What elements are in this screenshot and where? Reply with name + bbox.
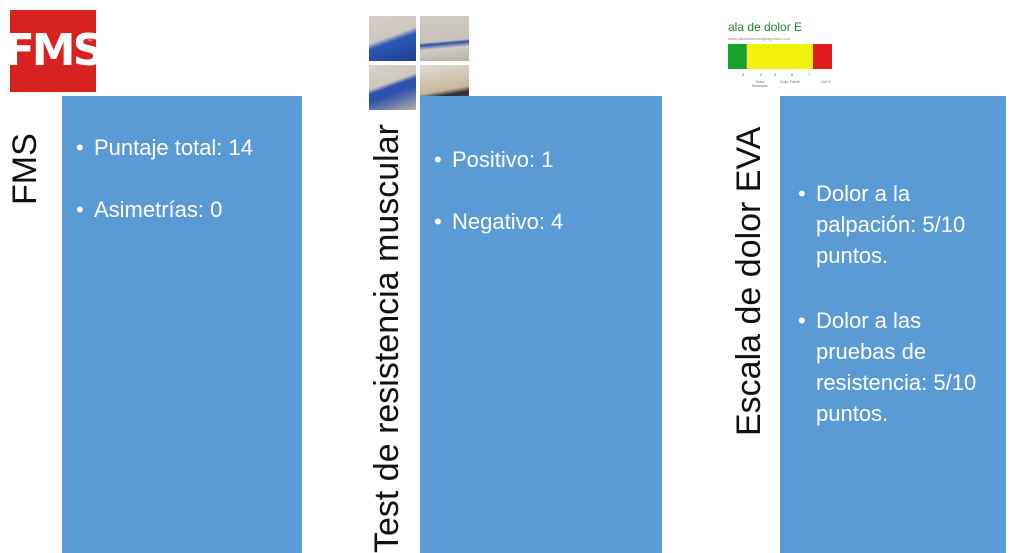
pain-scale-image: ala de dolor E www.paraaulicenaaguayprim… bbox=[728, 20, 832, 108]
pain-scale-green bbox=[728, 44, 746, 69]
eva-bullet-list: Dolor a la palpación: 5/10 puntos. Dolor… bbox=[796, 178, 998, 429]
pain-scale-word-3: Dol % bbox=[821, 80, 831, 84]
eva-bullet-palpation: Dolor a la palpación: 5/10 puntos. bbox=[796, 178, 998, 271]
fms-label: FMS bbox=[6, 133, 44, 205]
fms-panel: Puntaje total: 14 Asimetrías: 0 bbox=[62, 96, 302, 553]
test-label: Test de resistencia muscular bbox=[368, 124, 406, 553]
pain-scale-yellow bbox=[746, 44, 814, 69]
fms-bullet-total: Puntaje total: 14 bbox=[74, 134, 290, 162]
fms-logo-tm: ™ bbox=[87, 39, 93, 46]
fms-column: FMS ™ FMS Puntaje total: 14 Asimetrías: … bbox=[0, 0, 320, 553]
fms-bullet-list: Puntaje total: 14 Asimetrías: 0 bbox=[74, 134, 290, 224]
eva-label: Escala de dolor EVA bbox=[730, 126, 768, 436]
test-bullet-positive: Positivo: 1 bbox=[432, 146, 650, 174]
exercise-photo-3 bbox=[369, 65, 416, 110]
eva-panel: Dolor a la palpación: 5/10 puntos. Dolor… bbox=[780, 96, 1006, 553]
eva-bullet-resistance: Dolor a las pruebas de resistencia: 5/10… bbox=[796, 305, 998, 429]
pain-scale-red bbox=[813, 44, 832, 69]
fms-bullet-asymmetries: Asimetrías: 0 bbox=[74, 196, 290, 224]
eva-column: ala de dolor E www.paraaulicenaaguayprim… bbox=[700, 0, 1014, 553]
exercise-photo-2 bbox=[420, 16, 469, 61]
test-column: Test de resistencia muscular Positivo: 1… bbox=[340, 0, 680, 553]
test-bullet-negative: Negativo: 4 bbox=[432, 208, 650, 236]
fms-logo: FMS ™ bbox=[10, 10, 96, 92]
pain-scale-word-1: Dolor Moderado bbox=[752, 80, 768, 88]
test-panel: Positivo: 1 Negativo: 4 bbox=[420, 96, 662, 553]
pain-scale-url: www.paraaulicenaaguayprimo.com bbox=[728, 36, 791, 41]
test-bullet-list: Positivo: 1 Negativo: 4 bbox=[432, 146, 650, 236]
pain-scale-word-2: Dolor Fuerte bbox=[780, 80, 800, 84]
exercise-photo-1 bbox=[369, 16, 416, 61]
pain-scale-title: ala de dolor E bbox=[728, 20, 803, 34]
fms-logo-text: FMS bbox=[10, 25, 96, 76]
